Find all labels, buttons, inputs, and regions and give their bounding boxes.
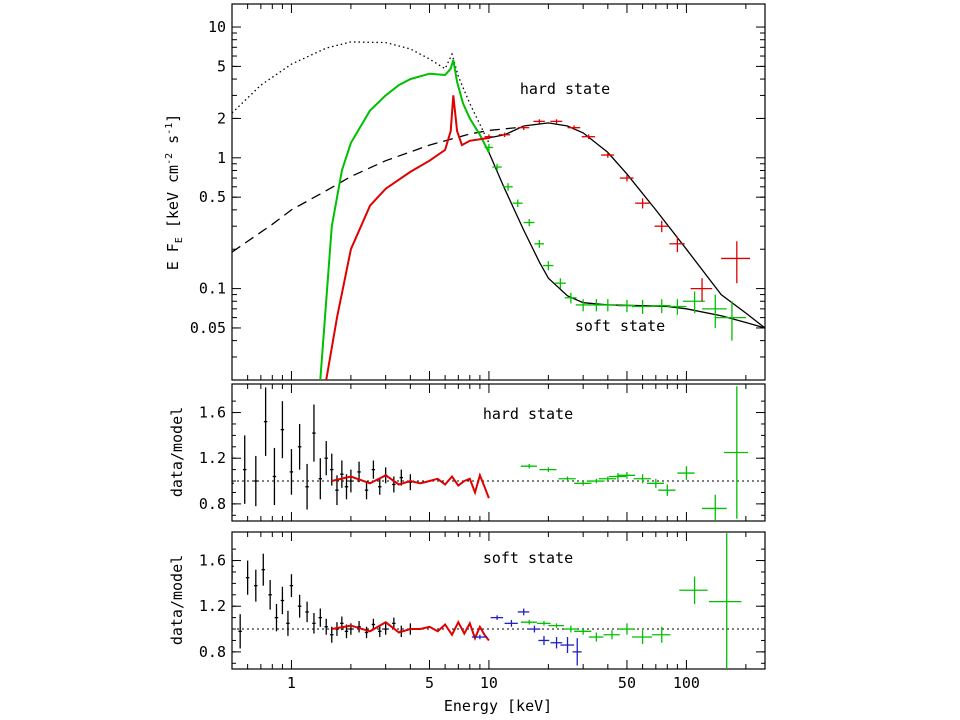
bottom-panel-marks	[232, 533, 765, 669]
y-tick-label: 0.8	[199, 495, 226, 513]
series-line	[331, 620, 490, 642]
top-panel-marks	[232, 41, 765, 380]
y-tick-label: 1	[217, 149, 226, 167]
bottom-annotation: soft state	[483, 549, 573, 567]
y-tick-label: 0.1	[199, 280, 226, 298]
y-tick-label: 0.5	[199, 188, 226, 206]
y-tick-label: 5	[217, 57, 226, 75]
bottom-panel-frame	[231, 531, 766, 670]
x-axis-title: Energy [keV]	[444, 697, 552, 715]
series-line	[232, 41, 490, 144]
y-tick-label: 10	[208, 18, 226, 36]
series-line	[232, 126, 524, 253]
top-y-axis-title: E FE [keV cm-2 s-1]	[164, 114, 185, 271]
middle-panel-frame	[231, 383, 766, 522]
y-tick-label: 2	[217, 109, 226, 127]
top-annotation-soft-state: soft state	[575, 317, 665, 335]
series-line	[319, 59, 490, 380]
x-tick-label: 10	[480, 674, 498, 692]
x-tick-label: 50	[618, 674, 636, 692]
top-annotation-hard-state: hard state	[520, 80, 610, 98]
y-tick-label: 0.05	[190, 319, 226, 337]
series-line	[319, 59, 765, 380]
y-tick-label: 0.8	[199, 643, 226, 661]
y-tick-label: 1.6	[199, 552, 226, 570]
series-line	[325, 95, 490, 380]
top-panel-frame	[231, 3, 766, 381]
y-tick-label: 1.2	[199, 597, 226, 615]
x-tick-label: 1	[287, 674, 296, 692]
series-line	[325, 95, 765, 380]
top-panel-ticks: 0.05 0.1 0.5 1 2 5 10	[190, 4, 765, 380]
middle-panel-marks	[232, 386, 765, 521]
bottom-panel-ticks: 0.8 1.2 1.6 1 5 10 50 100	[199, 532, 765, 692]
middle-panel-ticks: 0.8 1.2 1.6	[199, 384, 765, 521]
x-tick-label: 100	[673, 674, 700, 692]
middle-y-axis-title: data/model	[168, 407, 186, 497]
bottom-y-axis-title: data/model	[168, 555, 186, 645]
series-line	[331, 472, 490, 499]
middle-annotation: hard state	[483, 405, 573, 423]
y-tick-label: 1.2	[199, 449, 226, 467]
x-tick-label: 5	[425, 674, 434, 692]
y-tick-label: 1.6	[199, 404, 226, 422]
